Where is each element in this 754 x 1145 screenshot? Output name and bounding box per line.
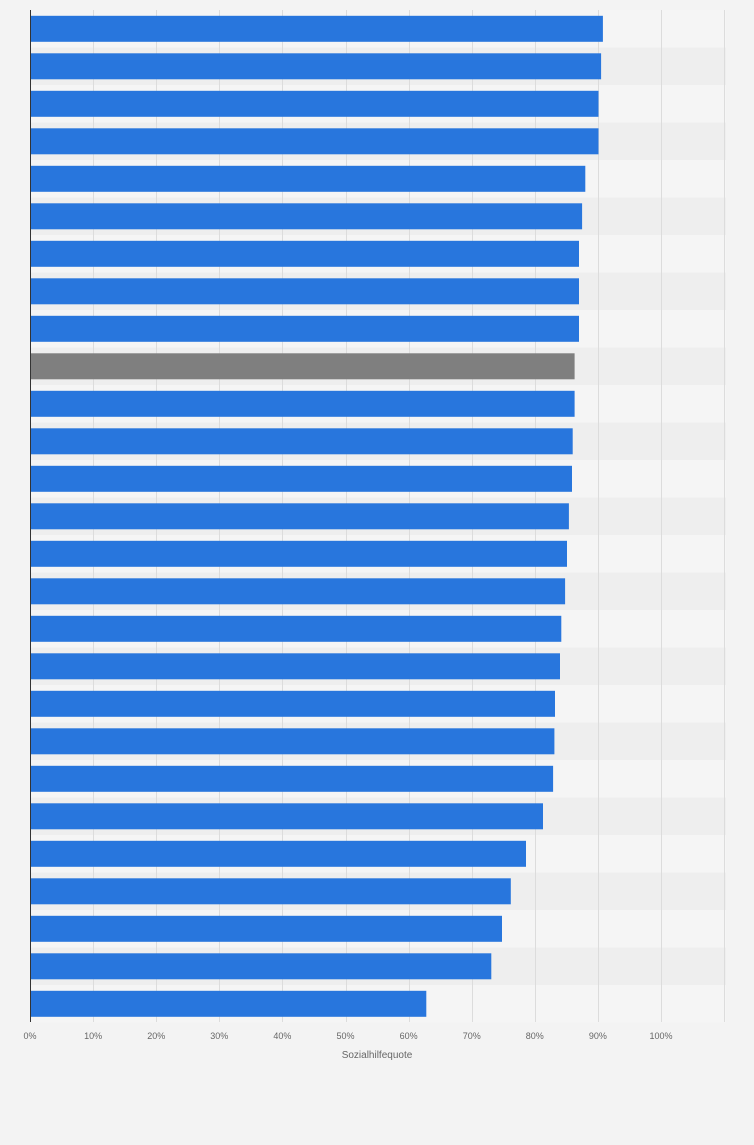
x-tick-label: 10% bbox=[84, 1031, 102, 1041]
bar[interactable] bbox=[30, 653, 560, 680]
bar[interactable] bbox=[30, 90, 599, 117]
bar[interactable] bbox=[30, 165, 586, 192]
bar[interactable] bbox=[30, 15, 603, 42]
x-axis-label: Sozialhilfequote bbox=[342, 1050, 413, 1061]
x-tick-label: 60% bbox=[400, 1031, 418, 1041]
x-tick-label: 100% bbox=[649, 1031, 672, 1041]
bar[interactable] bbox=[30, 128, 599, 155]
bar[interactable] bbox=[30, 540, 567, 567]
bar[interactable] bbox=[30, 915, 502, 942]
bar[interactable] bbox=[30, 615, 562, 642]
bars-group bbox=[30, 15, 603, 1017]
x-tick-label: 40% bbox=[273, 1031, 291, 1041]
x-tick-label: 0% bbox=[23, 1031, 36, 1041]
bar[interactable] bbox=[30, 390, 575, 417]
bar[interactable] bbox=[30, 203, 583, 230]
bar[interactable] bbox=[30, 803, 543, 830]
x-tick-label: 70% bbox=[463, 1031, 481, 1041]
bar[interactable] bbox=[30, 578, 566, 605]
bar[interactable] bbox=[30, 765, 554, 792]
x-tick-label: 80% bbox=[526, 1031, 544, 1041]
bar[interactable] bbox=[30, 878, 511, 905]
x-tick-labels: 0% 10% 20% 30% 40% 50% 60% 70% 80% 90% 100% bbox=[23, 1031, 672, 1041]
bar[interactable] bbox=[30, 465, 572, 492]
bar-highlighted[interactable] bbox=[30, 353, 575, 380]
bar[interactable] bbox=[30, 315, 579, 342]
x-tick-label: 90% bbox=[589, 1031, 607, 1041]
x-tick-label: 50% bbox=[336, 1031, 354, 1041]
bar[interactable] bbox=[30, 840, 526, 867]
bar[interactable] bbox=[30, 690, 555, 717]
bar[interactable] bbox=[30, 503, 569, 530]
bar[interactable] bbox=[30, 728, 555, 755]
bar[interactable] bbox=[30, 240, 579, 267]
bar[interactable] bbox=[30, 953, 492, 980]
bar[interactable] bbox=[30, 278, 579, 305]
bar[interactable] bbox=[30, 990, 427, 1017]
bar[interactable] bbox=[30, 53, 602, 80]
x-tick-label: 20% bbox=[147, 1031, 165, 1041]
bar[interactable] bbox=[30, 428, 573, 455]
x-tick-label: 30% bbox=[210, 1031, 228, 1041]
